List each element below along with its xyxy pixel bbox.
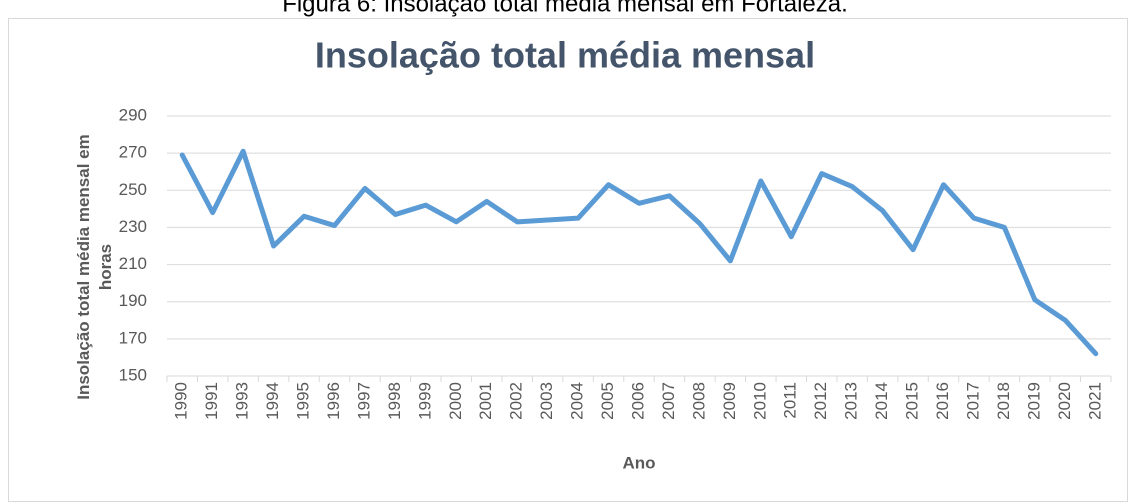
y-tick-label: 190 [119, 291, 147, 310]
x-tick-label: 1997 [354, 382, 373, 420]
y-tick-label: 170 [119, 328, 147, 347]
x-tick-label: 2016 [933, 382, 952, 420]
x-tick-label: 2021 [1085, 382, 1104, 420]
chart-title: Insolação total média mensal [315, 35, 815, 76]
y-tick-label: 230 [119, 217, 147, 236]
x-tick-label: 2008 [689, 382, 708, 420]
x-tick-label: 1999 [415, 382, 434, 420]
y-tick-label: 270 [119, 143, 147, 162]
caption: Figura 6: Insolação total média mensal e… [282, 0, 848, 17]
x-tick-label: 2005 [598, 382, 617, 420]
x-tick-label: 1991 [202, 382, 221, 420]
x-tick-label: 1994 [263, 382, 282, 420]
x-tick-label: 2020 [1055, 382, 1074, 420]
x-tick-label: 2009 [720, 382, 739, 420]
x-tick-label: 2003 [537, 382, 556, 420]
x-tick-label: 2014 [872, 382, 891, 420]
x-tick-label: 2001 [476, 382, 495, 420]
x-tick-label: 1993 [233, 382, 252, 420]
y-axis-title: Insolação total média mensal em horas [74, 134, 115, 400]
x-tick-label: 1998 [385, 382, 404, 420]
x-tick-label: 1990 [172, 382, 191, 420]
x-tick-label: 2000 [446, 382, 465, 420]
x-tick-label: 2018 [994, 382, 1013, 420]
x-tick-label: 2015 [903, 382, 922, 420]
y-tick-label: 150 [119, 365, 147, 384]
data-line [179, 148, 1099, 357]
x-tick-label: 2010 [750, 382, 769, 420]
chart-border [8, 18, 1128, 502]
x-tick-label: 2019 [1024, 382, 1043, 420]
x-tick-label: 2012 [811, 382, 830, 420]
x-axis-title: Ano [622, 453, 655, 472]
x-tick-label: 2013 [842, 382, 861, 420]
x-tick-label: 1995 [294, 382, 313, 420]
x-tick-label: 2006 [628, 382, 647, 420]
x-tick-label: 2011 [781, 382, 800, 419]
y-tick-label: 250 [119, 180, 147, 199]
x-tick-label: 2007 [659, 382, 678, 420]
x-tick-label: 2017 [963, 382, 982, 420]
x-tick-label: 2004 [568, 382, 587, 420]
y-tick-label: 290 [119, 105, 147, 124]
y-tick-label: 210 [119, 254, 147, 273]
x-tick-label: 2002 [507, 382, 526, 420]
x-tick-label: 1996 [324, 382, 343, 420]
